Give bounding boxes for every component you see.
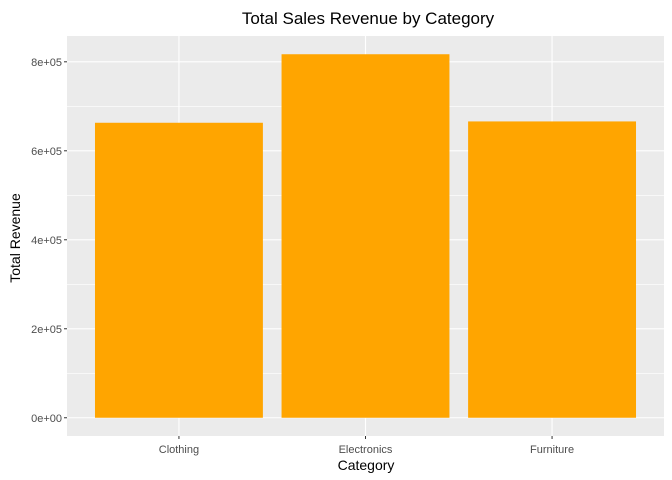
bar-furniture [468,121,636,417]
y-tick-label: 6e+05 [31,146,62,158]
x-axis: Clothing Electronics Furniture [159,436,574,456]
y-tick-label: 2e+05 [31,324,62,336]
y-axis: 0e+00 2e+05 4e+05 6e+05 8e+05 [31,57,67,425]
y-tick-label: 0e+00 [31,413,62,425]
y-tick-label: 8e+05 [31,57,62,69]
y-axis-title: Total Revenue [7,193,23,283]
y-tick-label: 4e+05 [31,235,62,247]
bar-clothing [95,123,263,418]
bar-electronics [282,54,450,418]
x-tick-label: Clothing [159,444,199,456]
chart-title: Total Sales Revenue by Category [242,9,495,28]
x-tick-label: Electronics [339,444,393,456]
x-axis-title: Category [338,457,395,473]
x-tick-label: Furniture [530,444,574,456]
